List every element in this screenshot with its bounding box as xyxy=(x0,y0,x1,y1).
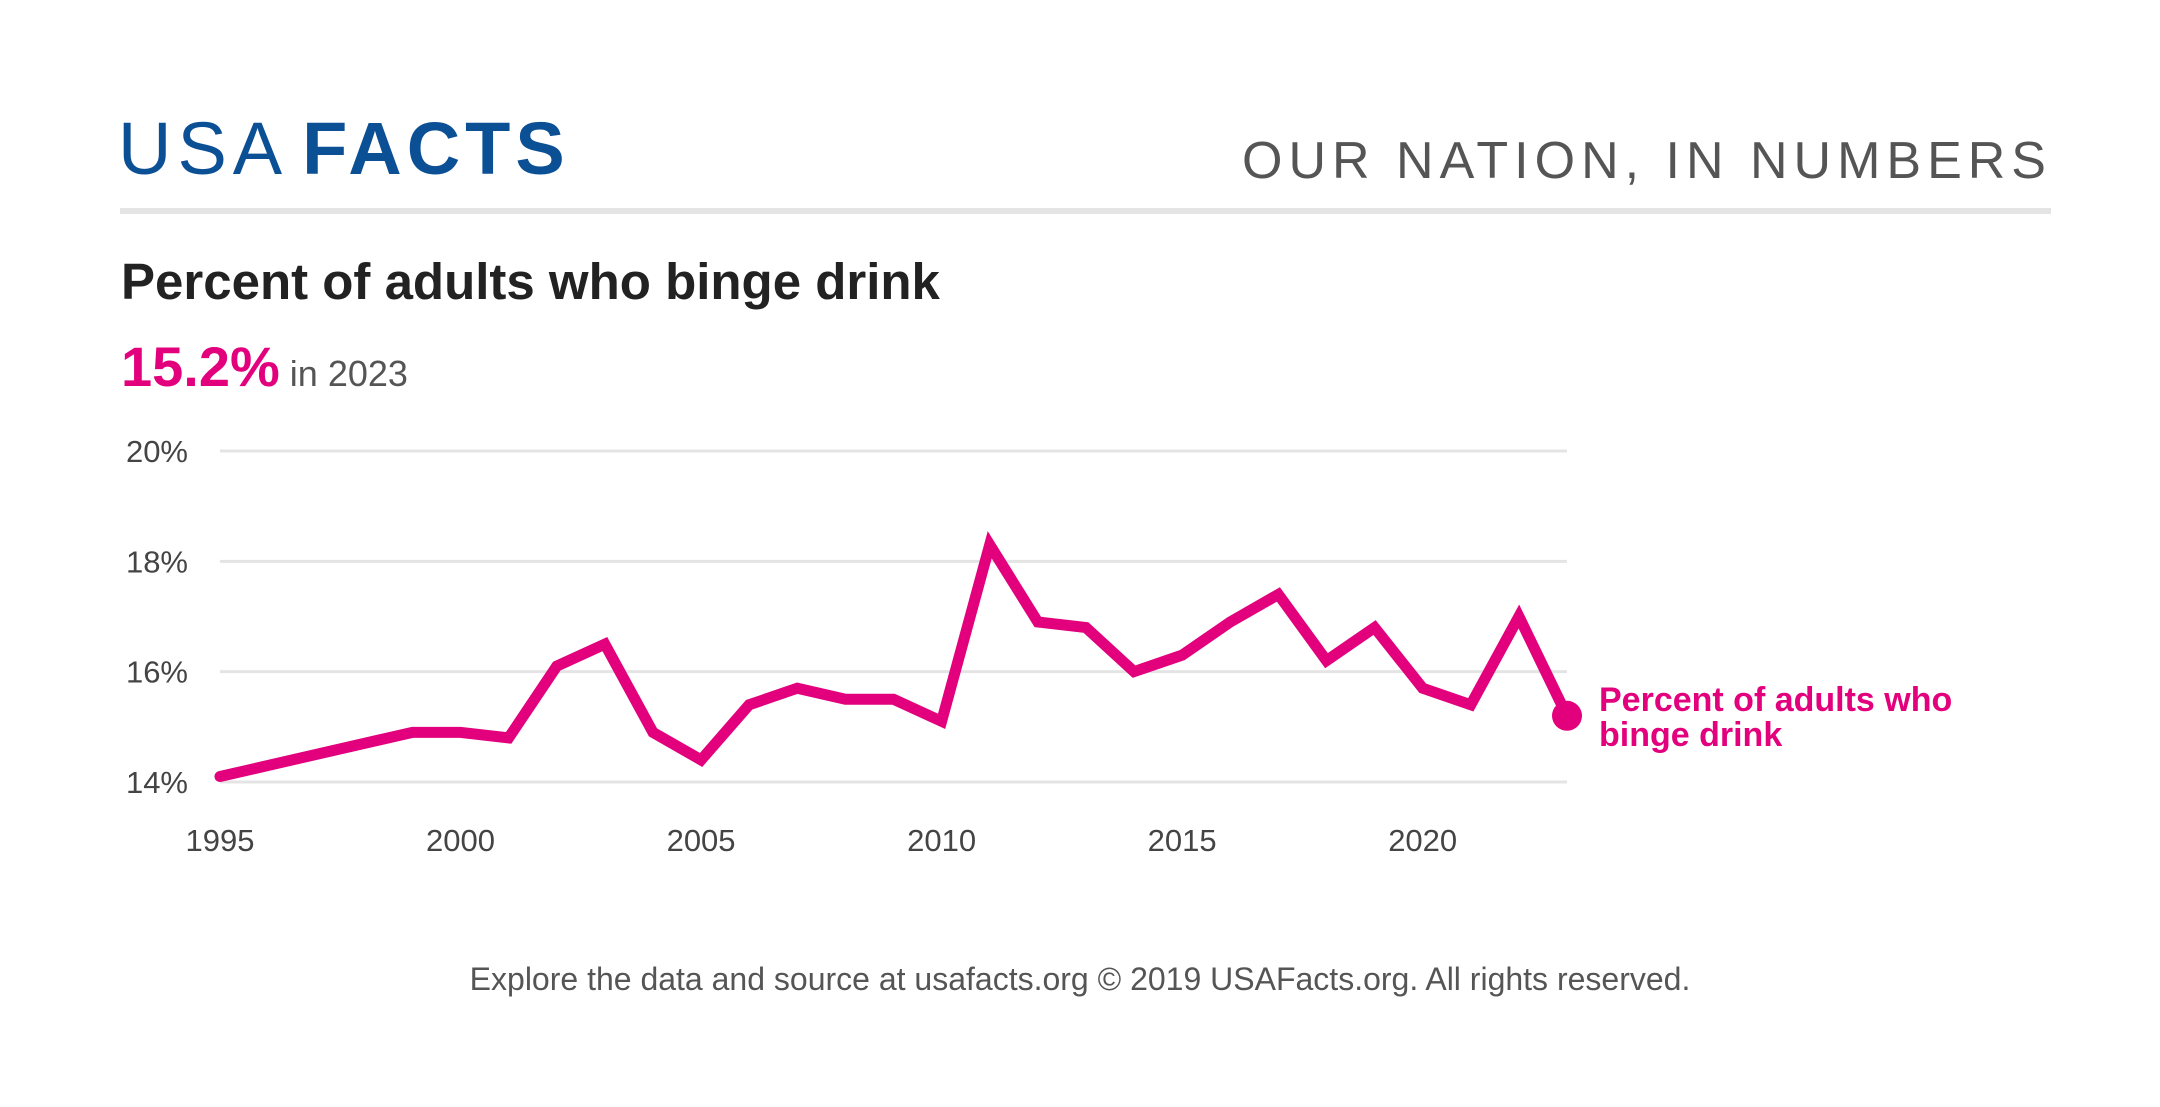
x-tick-label: 1995 xyxy=(186,823,255,858)
x-tick-label: 2005 xyxy=(667,823,736,858)
y-tick-label: 18% xyxy=(126,544,188,579)
y-tick-label: 20% xyxy=(126,434,188,469)
series-label: Percent of adults who xyxy=(1599,681,1952,719)
chart-title: Percent of adults who binge drink xyxy=(121,253,940,310)
usafacts-logo[interactable]: USA FACTS xyxy=(118,112,570,186)
footer-credit: Explore the data and source at usafacts.… xyxy=(469,961,1691,997)
headline-suffix: in 2023 xyxy=(289,353,408,394)
x-tick-label: 2015 xyxy=(1148,823,1217,858)
tagline: OUR NATION, IN NUMBERS xyxy=(1242,132,2052,190)
x-tick-label: 2020 xyxy=(1388,823,1457,858)
y-tick-label: 14% xyxy=(126,765,188,800)
x-tick-label: 2010 xyxy=(907,823,976,858)
x-tick-label: 2000 xyxy=(426,823,495,858)
logo-bold-text: FACTS xyxy=(302,107,570,190)
series-label: binge drink xyxy=(1599,716,1782,754)
logo-light-text: USA xyxy=(118,107,289,190)
y-tick-label: 16% xyxy=(126,655,188,690)
series-line xyxy=(214,531,1573,782)
last-point-marker xyxy=(1552,700,1582,731)
headline-stat: 15.2% in 2023 xyxy=(121,334,408,399)
headline-value: 15.2% xyxy=(121,335,280,398)
header-divider xyxy=(120,208,2051,214)
